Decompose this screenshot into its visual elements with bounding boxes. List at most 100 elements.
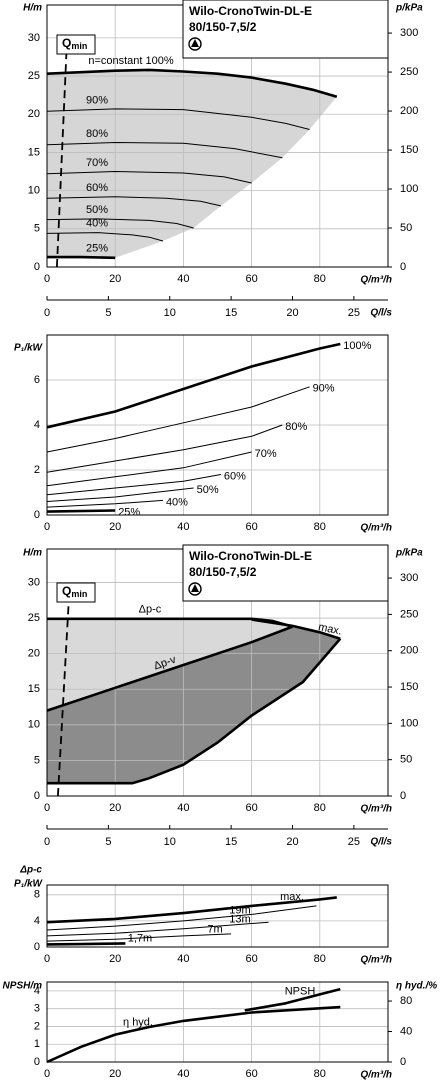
curve-label: 19m	[229, 904, 250, 916]
qmin-subscript: min	[71, 589, 87, 599]
plot-frame	[46, 981, 389, 1063]
y-tick-label: 10	[28, 719, 40, 731]
x-tick-label: 0	[44, 273, 50, 285]
x-tick-label: 60	[245, 953, 257, 965]
y-tick-label: 30	[28, 576, 40, 588]
y2-tick-label: 40	[400, 1025, 412, 1037]
y-tick-label: 1	[34, 1038, 40, 1050]
y-tick-label: 0	[34, 790, 40, 802]
x-axis-label: Q/m³/h	[360, 1070, 392, 1080]
x-tick-label: 80	[314, 1068, 326, 1080]
qmin-box	[56, 34, 96, 55]
curve	[46, 896, 337, 924]
qmin-label: Qmin	[62, 36, 87, 51]
curve	[46, 942, 126, 946]
y2-axis-label: p/kPa	[395, 548, 423, 559]
y2-tick-label: 50	[400, 222, 412, 234]
control-range	[47, 626, 341, 784]
y-tick-label: 20	[28, 108, 40, 120]
y-tick-label: 3	[34, 1003, 40, 1015]
chart-title: Wilo-CronoTwin-DL-E	[189, 4, 312, 18]
y-tick-label: 20	[28, 648, 40, 660]
y2-tick-label: 250	[400, 608, 418, 620]
y-tick-label: 0	[34, 261, 40, 273]
x-axis-label: Q/m³/h	[360, 804, 392, 815]
curve-label: 60%	[224, 470, 246, 482]
y-tick-label: 2	[34, 464, 40, 476]
y-tick-label: 5	[34, 223, 40, 235]
x-tick-label: 0	[44, 953, 50, 965]
curve	[251, 618, 341, 640]
y-tick-label: 2	[34, 1020, 40, 1032]
y2-tick-label: 80	[400, 995, 412, 1007]
y2-tick-label: 50	[400, 754, 412, 766]
curve-label: 13m	[229, 913, 250, 925]
y-tick-label: 6	[34, 374, 40, 386]
pump-symbol-arrow	[191, 39, 199, 47]
x2-axis-label: Q/l/s	[370, 837, 392, 848]
y2-tick-label: 100	[400, 183, 418, 195]
x-tick-label: 60	[245, 1068, 257, 1080]
x-tick-label: 80	[314, 273, 326, 285]
y-tick-label: 4	[34, 915, 40, 927]
curve	[46, 509, 116, 513]
curve	[46, 921, 269, 937]
x-tick-label: 60	[245, 802, 257, 814]
chart-panel: 0 20 40 60 80 0 2 4 6 P₁/kW Q/m³/h 100% 90% 80% 70% 60%…	[14, 334, 392, 534]
x-tick-label: 40	[177, 953, 189, 965]
x-tick-label: 20	[109, 273, 121, 285]
y-axis-label: Δp-c	[19, 865, 42, 876]
y2-tick-label: 0	[400, 790, 406, 802]
curve	[46, 1005, 341, 1064]
chart-subtitle: 80/150-7,5/2	[189, 20, 257, 34]
qmin-box	[56, 582, 96, 603]
y-tick-label: 4	[34, 985, 40, 997]
y-axis-label: NPSH/m	[3, 981, 43, 992]
y-tick-label: 0	[34, 1056, 40, 1068]
curve-label: max.	[280, 891, 304, 903]
curve-label: Δp-c	[139, 604, 162, 616]
curve	[46, 68, 338, 98]
y2-axis-label: p/kPa	[395, 3, 423, 14]
curve-label: n=constant 100%	[88, 55, 174, 67]
x2-tick-label: 20	[286, 307, 298, 319]
x-tick-label: 20	[109, 802, 121, 814]
curve	[46, 487, 194, 502]
qmin-label: Qmin	[62, 584, 87, 599]
curve	[46, 905, 317, 931]
qmin-symbol: Q	[62, 36, 71, 50]
curve-label: 100%	[343, 340, 371, 352]
x-tick-label: 20	[109, 521, 121, 533]
y-axis-label: P₁/kW	[14, 879, 44, 890]
chart-panel: 0 20 40 60 80051015202530050100150200250300H…	[23, 544, 423, 848]
x2-tick-label: 25	[348, 836, 360, 848]
x-tick-label: 40	[177, 802, 189, 814]
y-tick-label: 30	[28, 32, 40, 44]
x-tick-label: 60	[245, 273, 257, 285]
y-tick-label: 0	[34, 941, 40, 953]
pump-symbol-arrow	[191, 584, 199, 592]
curve	[46, 232, 164, 242]
curve-label: 90%	[313, 383, 335, 395]
x-tick-label: 40	[177, 521, 189, 533]
curve-label: NPSH	[285, 986, 316, 998]
curve	[47, 255, 116, 260]
x2-tick-label: 5	[105, 307, 111, 319]
operating-range	[47, 69, 337, 258]
y2-tick-label: 0	[400, 261, 406, 273]
curve-label: 40%	[166, 496, 188, 508]
y-tick-label: 25	[28, 612, 40, 624]
x-axis-label: Q/m³/h	[360, 275, 392, 286]
x2-tick-label: 20	[286, 836, 298, 848]
title-box	[182, 0, 389, 59]
plot-frame	[46, 334, 389, 516]
curve-label: 7m	[207, 924, 222, 936]
x2-tick-label: 10	[164, 836, 176, 848]
x2-tick-label: 10	[164, 307, 176, 319]
y-axis-label: H/m	[23, 3, 42, 14]
x2-tick-label: 0	[44, 836, 50, 848]
y-tick-label: 10	[28, 185, 40, 197]
